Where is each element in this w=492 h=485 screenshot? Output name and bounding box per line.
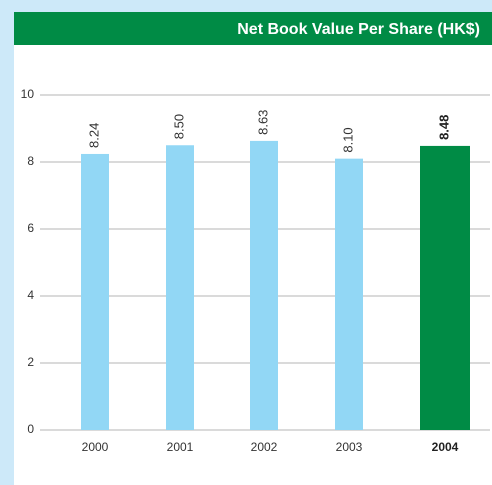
y-tick-label: 2	[27, 355, 34, 369]
x-tick-label: 2003	[336, 440, 363, 454]
y-tick-label: 10	[21, 87, 35, 101]
y-tick-label: 6	[27, 221, 34, 235]
bar	[335, 158, 363, 430]
y-tick-label: 0	[27, 422, 34, 436]
header-bar	[14, 12, 492, 45]
value-label: 8.24	[86, 123, 101, 148]
value-label: 8.48	[436, 115, 451, 140]
y-tick-label: 4	[27, 288, 34, 302]
value-label: 8.63	[255, 110, 270, 135]
value-label: 8.10	[340, 127, 355, 152]
bar	[81, 153, 109, 430]
value-label: 8.50	[171, 114, 186, 139]
x-tick-label: 2002	[251, 440, 278, 454]
bar	[420, 145, 470, 431]
x-tick-label: 2000	[82, 440, 109, 454]
bar	[250, 140, 278, 430]
x-tick-label: 2004	[432, 440, 459, 454]
x-tick-label: 2001	[167, 440, 194, 454]
chart-title: Net Book Value Per Share (HK$)	[237, 21, 480, 38]
y-tick-label: 8	[27, 154, 34, 168]
bar	[166, 145, 194, 430]
